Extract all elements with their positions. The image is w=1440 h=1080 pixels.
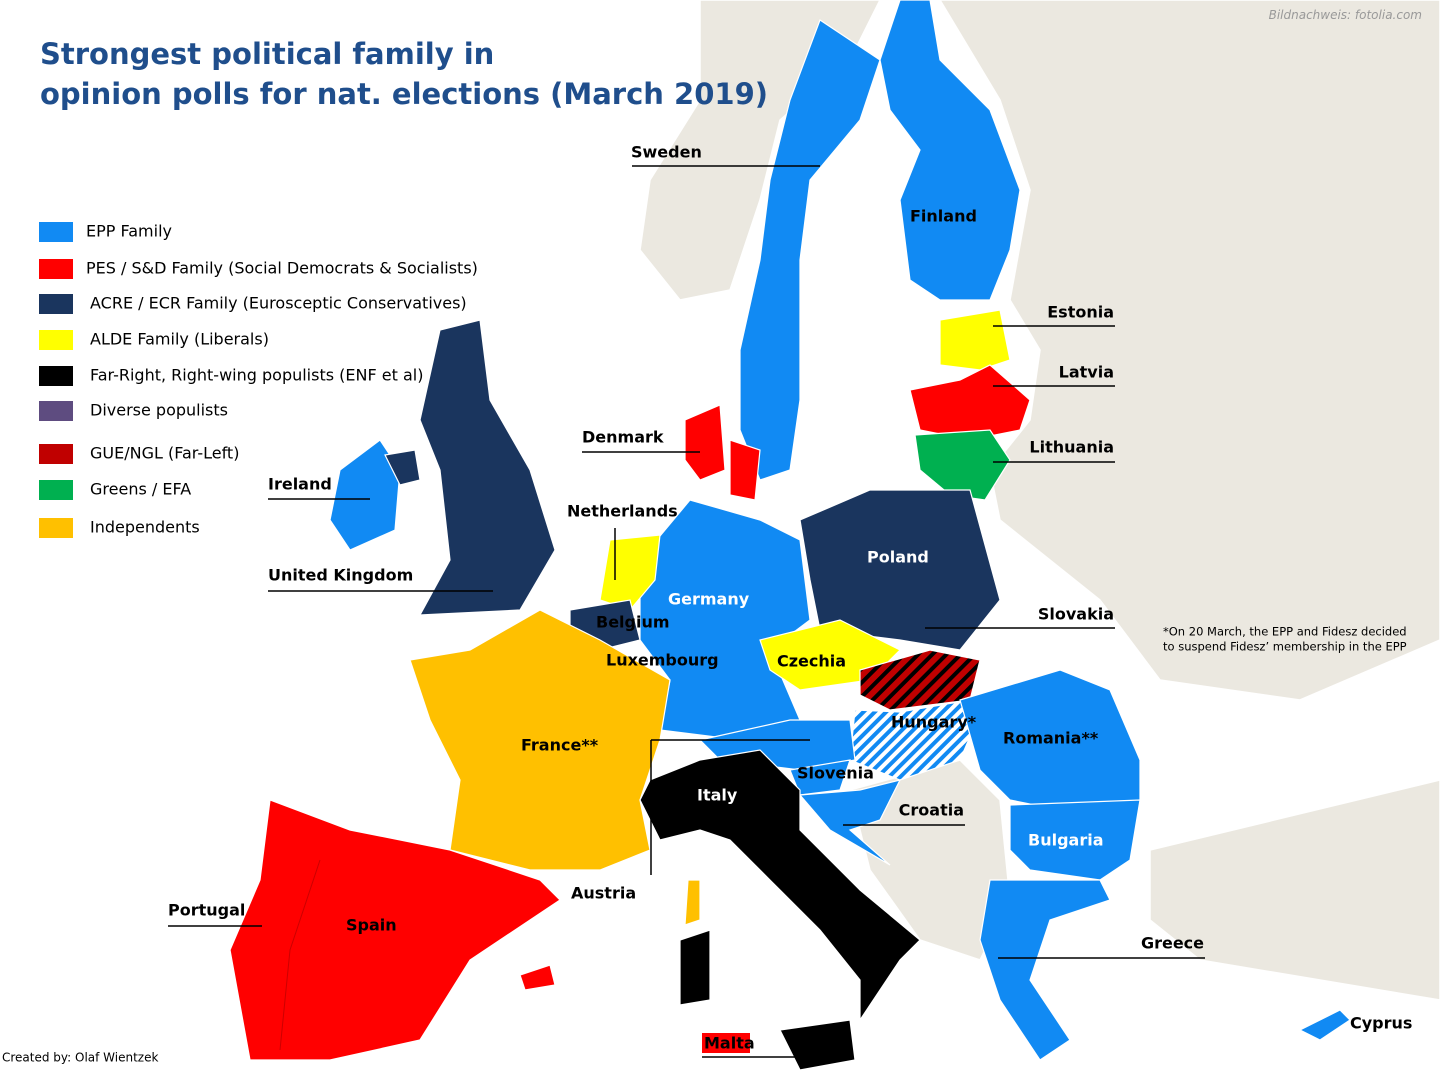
- country-labels: Sweden Finland Estonia Latvia Lithuania …: [168, 143, 1412, 1053]
- legend-swatch: [39, 401, 73, 421]
- country-label: Ireland: [268, 475, 332, 494]
- legend-label: Greens / EFA: [90, 480, 191, 499]
- label-highlight: [702, 1033, 750, 1053]
- country-label: France**: [521, 736, 599, 755]
- legend-label: EPP Family: [86, 222, 172, 241]
- country-label: Luxembourg: [606, 651, 719, 670]
- legend-swatch: [39, 480, 73, 500]
- country-label: Belgium: [596, 613, 670, 632]
- country-label: Poland: [867, 548, 929, 567]
- footnote: *On 20 March, the EPP and Fidesz decided: [1163, 625, 1407, 639]
- country-label: Italy: [697, 786, 738, 805]
- title-line: opinion polls for nat. elections (March …: [40, 77, 768, 111]
- country-label: Austria: [571, 884, 636, 903]
- country-label: Bulgaria: [1028, 831, 1104, 850]
- legend-label: Independents: [90, 518, 200, 537]
- leader-lines: [168, 165, 1205, 1058]
- country-label: Denmark: [582, 428, 664, 447]
- legend-label: ALDE Family (Liberals): [90, 330, 269, 349]
- legend: EPP Family PES / S&D Family (Social Democ…: [39, 222, 478, 538]
- country-label: Germany: [668, 590, 750, 609]
- legend-swatch: [39, 259, 73, 279]
- legend-swatch: [39, 294, 73, 314]
- country-label: Czechia: [777, 652, 846, 671]
- legend-swatch: [39, 518, 73, 538]
- country-label: Cyprus: [1350, 1014, 1412, 1033]
- country-label: Portugal: [168, 901, 245, 920]
- author-credit: Created by: Olaf Wientzek: [2, 1051, 158, 1065]
- country-label: Netherlands: [567, 502, 678, 521]
- country-label: Slovenia: [797, 764, 874, 783]
- country-label: Spain: [346, 916, 397, 935]
- legend-label: PES / S&D Family (Social Democrats & Soc…: [86, 259, 478, 278]
- country-label: Romania**: [1003, 729, 1099, 748]
- legend-swatch: [39, 222, 73, 242]
- legend-swatch: [39, 330, 73, 350]
- country-label: United Kingdom: [268, 566, 413, 585]
- country-label: Slovakia: [1038, 605, 1114, 624]
- country-label: Croatia: [899, 801, 964, 820]
- country-label: Estonia: [1047, 303, 1114, 322]
- image-credit: Bildnachweis: fotolia.com: [1269, 8, 1422, 22]
- legend-swatch: [39, 366, 73, 386]
- countries: [229, 0, 1351, 1071]
- country-label: Greece: [1141, 934, 1204, 953]
- legend-label: GUE/NGL (Far-Left): [90, 444, 239, 463]
- footnote: to suspend Fidesz’ membership in the EPP: [1163, 640, 1407, 654]
- legend-label: ACRE / ECR Family (Eurosceptic Conservat…: [90, 294, 467, 313]
- legend-label: Diverse populists: [90, 401, 228, 420]
- legend-swatch: [39, 444, 73, 464]
- title-line: Strongest political family in: [40, 37, 494, 71]
- legend-label: Far-Right, Right-wing populists (ENF et …: [90, 366, 423, 385]
- country-label: Finland: [910, 207, 977, 226]
- country-label: Lithuania: [1029, 438, 1114, 457]
- country-label: Malta: [704, 1034, 755, 1053]
- country-label: Sweden: [631, 143, 702, 162]
- country-label: Hungary*: [891, 713, 977, 732]
- country-label: Latvia: [1059, 363, 1114, 382]
